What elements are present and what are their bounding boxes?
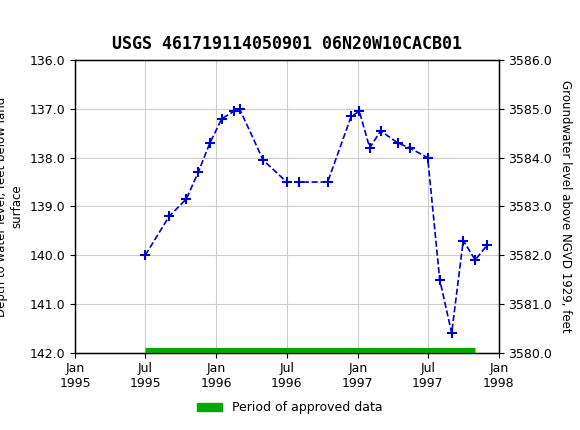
Y-axis label: Depth to water level, feet below land
surface: Depth to water level, feet below land su…	[0, 96, 23, 316]
Legend: Period of approved data: Period of approved data	[192, 396, 388, 419]
Text: ≡USGS: ≡USGS	[6, 11, 81, 34]
Y-axis label: Groundwater level above NGVD 1929, feet: Groundwater level above NGVD 1929, feet	[559, 80, 572, 333]
Title: USGS 461719114050901 06N20W10CACB01: USGS 461719114050901 06N20W10CACB01	[112, 35, 462, 53]
